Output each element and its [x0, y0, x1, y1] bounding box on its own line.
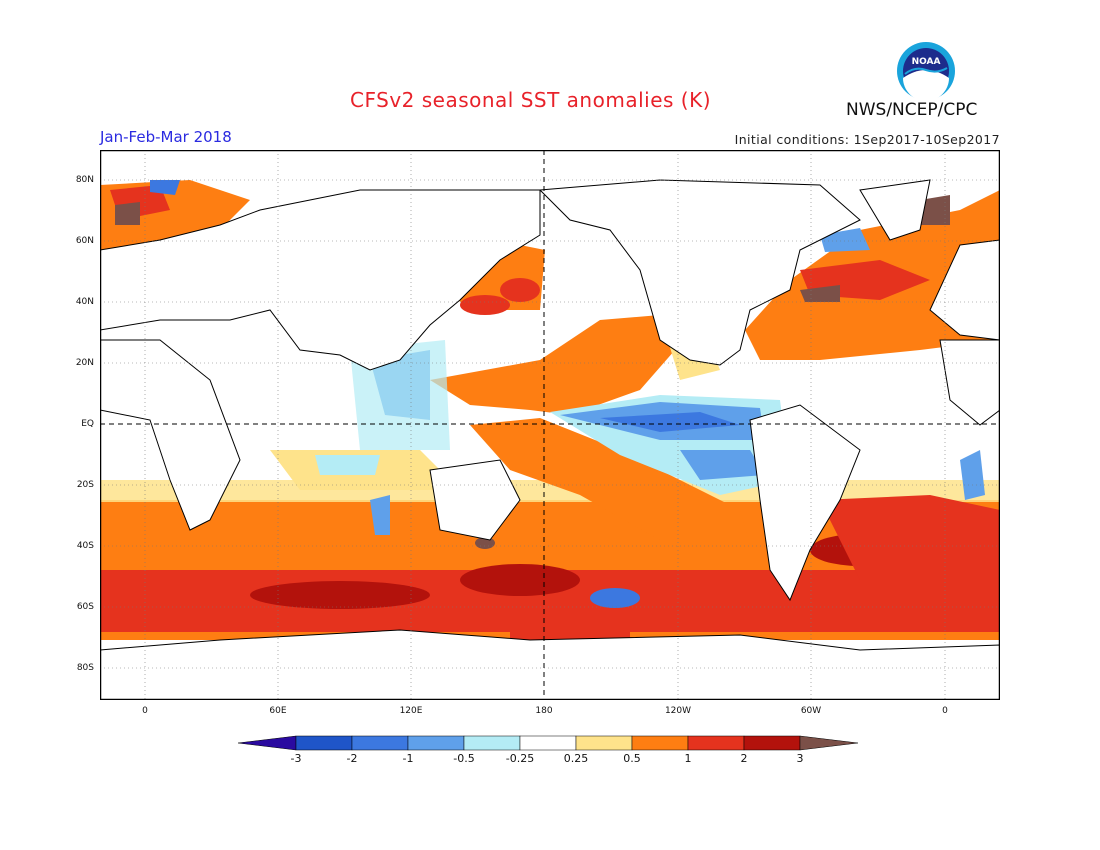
- australia: [429, 459, 521, 541]
- kuroshio-red: [460, 295, 510, 315]
- lat-label: 40N: [75, 297, 94, 307]
- cold-south-pac: [590, 588, 640, 608]
- lat-label: 60S: [76, 602, 94, 612]
- continents: [100, 179, 1000, 700]
- so-darkred-1: [250, 581, 430, 609]
- barents-brown: [115, 202, 140, 225]
- lon-label: 120W: [664, 706, 692, 716]
- colorbar-label: -3: [290, 752, 302, 765]
- np-red-1: [500, 278, 540, 302]
- colorbar-segment: [575, 735, 633, 751]
- colorbar-label: 0.5: [623, 752, 641, 765]
- lon-label: 180: [535, 706, 553, 716]
- lat-label: 20S: [76, 480, 94, 490]
- colorbar: [238, 735, 859, 751]
- colorbar-segment: [463, 735, 521, 751]
- lat-label: 80N: [75, 175, 94, 185]
- colorbar-segment: [631, 735, 689, 751]
- cold-east-pac: [680, 450, 765, 480]
- lat-label: EQ: [81, 419, 94, 429]
- np-warm-lobe: [430, 315, 675, 415]
- lat-label: 20N: [75, 358, 94, 368]
- africa-left: [100, 339, 241, 531]
- anomaly-fields: [100, 180, 1000, 700]
- lat-label: 60N: [75, 236, 94, 246]
- io-cold-1: [315, 455, 380, 475]
- colorbar-segment: [238, 735, 297, 751]
- colorbar-segment: [687, 735, 745, 751]
- europe-asia-left: [100, 189, 541, 371]
- satl-cold: [960, 450, 985, 500]
- equator-dateline: [100, 150, 1000, 700]
- colorbar-label: 3: [796, 752, 804, 765]
- natl-brown: [800, 285, 840, 302]
- south-america: [749, 404, 861, 602]
- colorbar-label: -0.25: [505, 752, 535, 765]
- colorbar-segment: [351, 735, 409, 751]
- colorbar-label: -0.5: [453, 752, 475, 765]
- lat-label: 40S: [76, 541, 94, 551]
- satl-warm: [820, 495, 1000, 580]
- agency-label: NWS/NCEP/CPC: [846, 100, 978, 120]
- colorbar-segment: [295, 735, 353, 751]
- lon-label: 120E: [399, 706, 423, 716]
- io-cold-2: [370, 495, 390, 535]
- so-darkred-2: [460, 564, 580, 596]
- north-america: [538, 179, 861, 366]
- africa-right: [939, 339, 1000, 426]
- colorbar-label: 2: [740, 752, 748, 765]
- europe-right: [929, 239, 1000, 341]
- initial-conditions: Initial conditions: 1Sep2017-10Sep2017: [734, 132, 1000, 147]
- greenland: [859, 179, 931, 241]
- colorbar-segment: [519, 735, 577, 751]
- forecast-period: Jan-Feb-Mar 2018: [100, 128, 232, 146]
- colorbar-label: 1: [684, 752, 692, 765]
- lat-label: 80S: [76, 663, 94, 673]
- logo-text: NOAA: [912, 57, 941, 67]
- colorbar-segment: [407, 735, 465, 751]
- natl-brown-2: [920, 195, 950, 225]
- barents-blue: [150, 180, 180, 195]
- lon-label: 0: [142, 706, 148, 716]
- cold-tongue-core: [600, 412, 740, 432]
- noaa-logo-icon: NOAA: [897, 42, 955, 101]
- map-title: CFSv2 seasonal SST anomalies (K): [350, 88, 711, 112]
- colorbar-label: 0.25: [563, 752, 589, 765]
- sst-anomaly-map: [100, 150, 1000, 700]
- antarctica: [100, 629, 1000, 700]
- lon-label: 60E: [269, 706, 287, 716]
- sp-warm-diagonal: [470, 418, 750, 545]
- colorbar-segment: [799, 735, 859, 751]
- colorbar-label: -2: [346, 752, 358, 765]
- colorbar-label: -1: [402, 752, 414, 765]
- lon-label: 60W: [800, 706, 822, 716]
- lon-label: 0: [942, 706, 948, 716]
- map-frame: [100, 150, 1000, 700]
- colorbar-segment: [743, 735, 801, 751]
